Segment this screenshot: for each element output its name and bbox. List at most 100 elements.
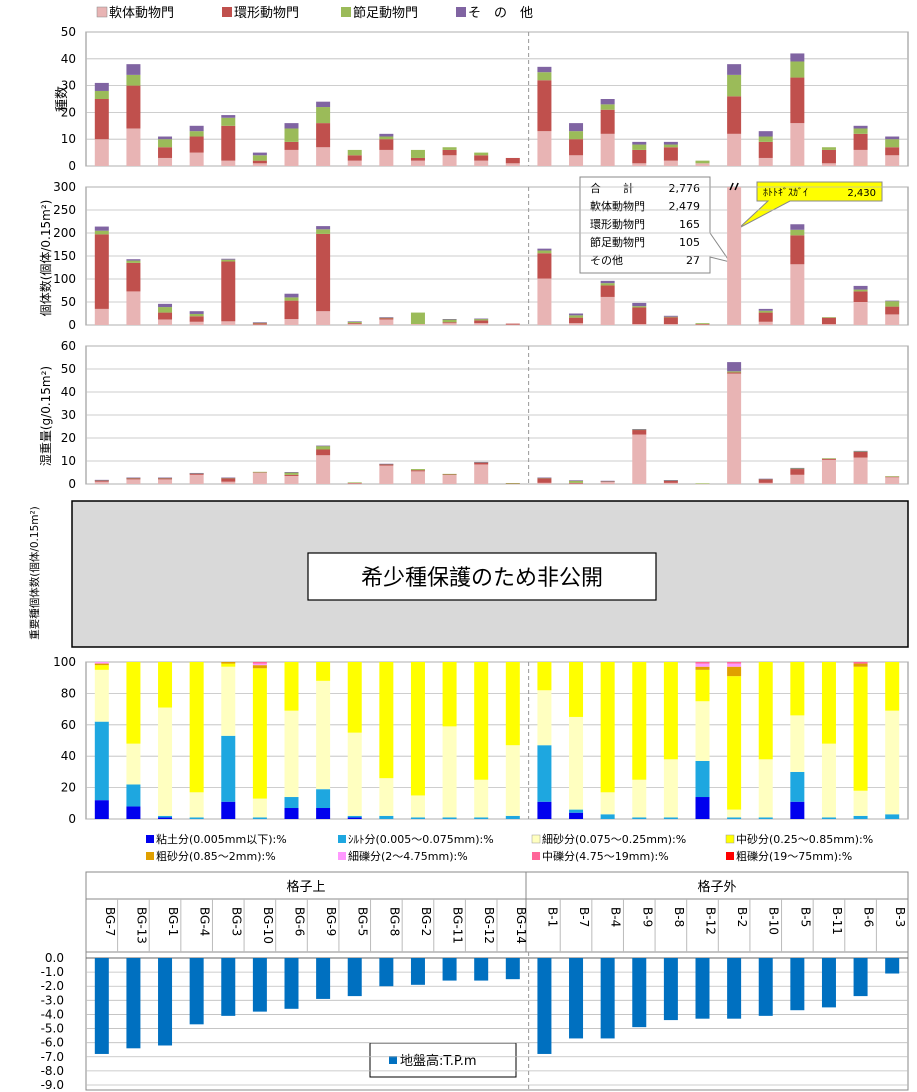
- wetweight-bar-annelida: [126, 478, 141, 480]
- species-bar-other: [600, 99, 615, 105]
- wetweight-bar-arthropoda: [695, 483, 710, 484]
- grainsize-bar-silt: [158, 815, 173, 818]
- grainsize-bar-clay: [316, 808, 331, 819]
- wetweight-bar-arthropoda: [252, 471, 267, 473]
- grainsize-bar-clay: [94, 800, 109, 819]
- species-tick-label: 20: [61, 105, 76, 119]
- grainsize-tick-label: 20: [61, 781, 76, 795]
- grainsize-bar-medium_gravel: [695, 662, 710, 664]
- elevation-legend-label: 地盤高:T.P.m: [400, 1053, 477, 1069]
- abundance-bar-mollusca: [600, 296, 615, 325]
- grainsize-tick-label: 0: [68, 812, 76, 826]
- species-bar-arthropoda: [94, 90, 109, 99]
- total-annotation-box: [579, 176, 732, 274]
- wetweight-bar-annelida: [189, 473, 204, 475]
- abundance-bar-arthropoda: [221, 259, 236, 262]
- abundance-bar-annelida: [94, 234, 109, 309]
- grainsize-bar-fine_sand: [885, 710, 900, 815]
- station-label: BG-9: [324, 907, 338, 936]
- wetweight-bar-annelida: [758, 479, 773, 483]
- elevation-bar: [252, 958, 267, 1012]
- abundance-bar-other: [94, 226, 109, 231]
- species-bar-arthropoda: [537, 72, 552, 81]
- important-species-ylabel: 重要種個体数(個体/0.15m²): [28, 506, 41, 640]
- abundance-bar-mollusca: [885, 314, 900, 325]
- species-bar-arthropoda: [632, 144, 647, 150]
- legend-label-arthropoda: 節足動物門: [353, 6, 418, 21]
- abundance-bar-annelida: [221, 261, 236, 322]
- species-bar-annelida: [821, 149, 836, 164]
- species-bar-arthropoda: [600, 104, 615, 110]
- elevation-bar: [632, 958, 647, 1028]
- grainsize-bar-silt: [252, 817, 267, 819]
- station-label: BG-14: [514, 907, 528, 944]
- abundance-bar-arthropoda: [379, 317, 394, 319]
- species-bar-annelida: [885, 147, 900, 156]
- species-bar-annelida: [853, 133, 868, 150]
- wetweight-tick-label: 60: [61, 339, 76, 353]
- grainsize-tick-label: 40: [61, 749, 76, 763]
- grainsize-bar-silt: [790, 771, 805, 802]
- wetweight-bar-mollusca: [600, 481, 615, 484]
- wetweight-tick-label: 10: [61, 454, 76, 468]
- elevation-tick-label: 0.0: [45, 951, 64, 965]
- wetweight-bar-mollusca: [158, 479, 173, 484]
- wetweight-bar-arthropoda: [853, 451, 868, 452]
- station-label: B-9: [640, 907, 654, 927]
- abundance-bar-arthropoda: [569, 315, 584, 318]
- species-bar-other: [126, 64, 141, 75]
- wetweight-bar-annelida: [853, 451, 868, 458]
- station-label: BG-12: [482, 907, 496, 944]
- grainsize-bar-medium_sand: [821, 662, 836, 744]
- abundance-bar-annelida: [379, 318, 394, 320]
- species-bar-arthropoda: [284, 128, 299, 142]
- grainsize-bar-coarse_sand: [94, 663, 109, 666]
- wetweight-bar-other: [663, 480, 678, 481]
- abundance-bar-annelida: [158, 312, 173, 320]
- wetweight-bar-mollusca: [663, 482, 678, 484]
- abundance-tick-label: 250: [53, 203, 76, 217]
- abundance-bar-other: [537, 248, 552, 251]
- grainsize-bar-silt: [221, 735, 236, 802]
- species-bar-mollusca: [410, 160, 425, 166]
- species-bar-mollusca: [347, 160, 362, 166]
- abundance-bar-arthropoda: [126, 260, 141, 263]
- species-bar-arthropoda: [663, 144, 678, 148]
- elevation-legend: 地盤高:T.P.m: [369, 1042, 517, 1078]
- species-bar-annelida: [252, 160, 267, 164]
- species-bar-annelida: [284, 141, 299, 150]
- grainsize-bar-clay: [284, 808, 299, 819]
- legend-silt-label: ｼﾙﾄ分(0.005～0.075mm):%: [348, 833, 494, 846]
- elevation-tick-label: -2.0: [41, 979, 64, 993]
- grainsize-bar-silt: [505, 815, 520, 819]
- station-label: BG-8: [387, 907, 401, 936]
- abundance-bar-arthropoda: [284, 297, 299, 301]
- species-bar-mollusca: [189, 152, 204, 166]
- species-bar-mollusca: [537, 131, 552, 166]
- grainsize-bar-fine_sand: [632, 779, 647, 818]
- grainsize-bar-silt: [410, 817, 425, 819]
- elevation-bar: [94, 958, 109, 1054]
- grainsize-tick-label: 60: [61, 718, 76, 732]
- abundance-bar-annelida: [505, 323, 520, 325]
- species-bar-mollusca: [126, 128, 141, 166]
- grainsize-bar-silt: [695, 760, 710, 798]
- grainsize-bar-fine_sand: [474, 779, 489, 818]
- station-label: B-11: [830, 907, 844, 935]
- species-bar-mollusca: [600, 133, 615, 166]
- grainsize-bar-medium_sand: [221, 663, 236, 667]
- station-label: BG-2: [419, 907, 433, 936]
- wetweight-bar-mollusca: [316, 455, 331, 484]
- grainsize-bar-medium_sand: [790, 662, 805, 716]
- total-row-0-label: 合 計: [590, 181, 634, 195]
- abundance-bar-annelida: [758, 312, 773, 322]
- legend-medium-sand-label: 中砂分(0.25～0.85mm):%: [736, 833, 873, 846]
- grainsize-bar-clay: [790, 801, 805, 819]
- grainsize-bar-medium_sand: [695, 669, 710, 702]
- abundance-tick-label: 300: [53, 180, 76, 194]
- abundance-bar-other: [189, 311, 204, 314]
- wetweight-bar-annelida: [569, 482, 584, 484]
- abundance-bar-mollusca: [790, 264, 805, 325]
- species-bar-other: [158, 136, 173, 140]
- wetweight-bar-annelida: [537, 478, 552, 483]
